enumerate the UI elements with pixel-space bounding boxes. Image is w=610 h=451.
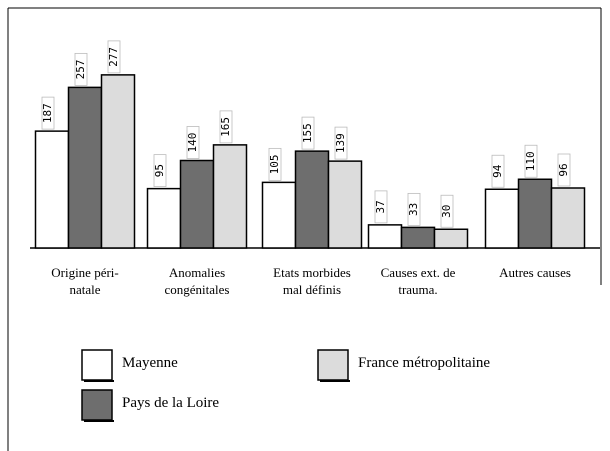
value-label: 139	[334, 133, 347, 153]
value-label-box	[374, 190, 388, 224]
value-label-box	[557, 153, 571, 187]
value-label-box	[219, 110, 233, 144]
value-label: 37	[374, 200, 387, 213]
value-label: 105	[268, 154, 281, 174]
value-label: 110	[524, 151, 537, 171]
bar	[484, 188, 520, 249]
x-tick-label: Anomalies congénitales	[164, 265, 230, 297]
value-label: 165	[219, 117, 232, 137]
value-label-box	[186, 126, 200, 159]
bar	[294, 150, 330, 249]
value-label: 187	[41, 103, 54, 123]
value-label: 96	[557, 163, 570, 176]
bar	[433, 228, 469, 249]
legend-swatch-shadow	[84, 420, 114, 422]
legend-label: France métropolitaine	[358, 355, 491, 371]
legend-label: Pays de la Loire	[122, 395, 220, 411]
value-label-box	[440, 194, 454, 228]
bar	[34, 130, 70, 249]
value-label: 140	[186, 133, 199, 153]
x-tick-label: Origine péri- natale	[51, 265, 119, 297]
value-label: 95	[153, 164, 166, 177]
bar	[179, 159, 215, 249]
legend-swatch-shadow	[84, 380, 114, 382]
legend-swatch	[317, 349, 349, 381]
bar	[550, 187, 586, 249]
value-label: 277	[107, 47, 120, 67]
legend-swatch	[81, 389, 113, 421]
legend-swatch-shadow	[320, 380, 350, 382]
value-label-box	[524, 144, 538, 178]
legend-swatch	[81, 349, 113, 381]
value-label: 30	[440, 205, 453, 218]
bar	[146, 187, 182, 249]
bar	[261, 181, 297, 249]
value-label-box	[301, 116, 315, 150]
value-label-box	[74, 52, 88, 86]
bar	[67, 86, 103, 249]
value-label-box	[41, 96, 55, 130]
bar	[212, 144, 248, 249]
value-label-box	[107, 40, 121, 74]
bar	[100, 74, 136, 249]
value-label: 94	[491, 164, 504, 178]
value-label-box	[153, 154, 167, 188]
value-label-box	[407, 192, 421, 226]
value-label-box	[334, 126, 348, 160]
value-label: 155	[301, 123, 314, 143]
value-label: 257	[74, 59, 87, 79]
bar	[327, 160, 363, 249]
value-label: 33	[407, 203, 420, 216]
value-label-box	[491, 154, 505, 188]
legend-label: Mayenne	[122, 355, 178, 371]
bar	[367, 224, 403, 249]
x-tick-label: Causes ext. de trauma.	[380, 265, 456, 297]
x-tick-label: Etats morbides mal définis	[273, 265, 351, 297]
bar	[517, 178, 553, 249]
value-label-box	[268, 147, 282, 181]
bar	[400, 226, 436, 249]
x-tick-label: Autres causes	[499, 265, 571, 280]
